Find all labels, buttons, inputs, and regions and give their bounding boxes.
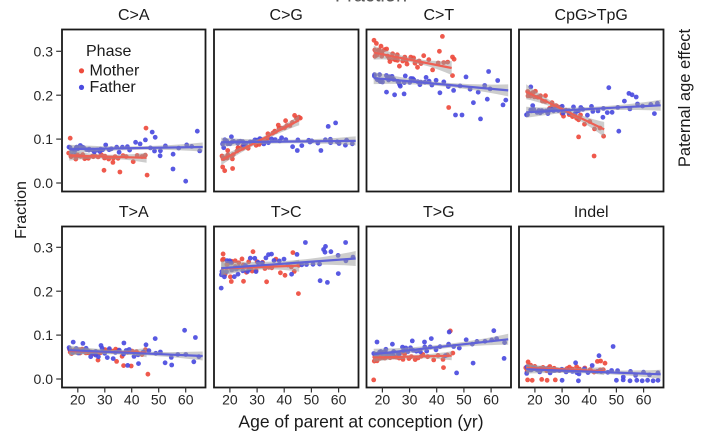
- svg-text:C>T: C>T: [423, 7, 454, 24]
- svg-text:30: 30: [402, 392, 418, 408]
- svg-text:0.1: 0.1: [34, 327, 54, 343]
- svg-text:20: 20: [222, 392, 238, 408]
- svg-text:20: 20: [375, 392, 391, 408]
- svg-text:0.1: 0.1: [34, 131, 54, 147]
- svg-text:CpG>TpG: CpG>TpG: [555, 7, 628, 24]
- svg-text:60: 60: [331, 392, 347, 408]
- svg-text:20: 20: [527, 392, 543, 408]
- svg-text:0.2: 0.2: [34, 283, 54, 299]
- svg-text:Indel: Indel: [574, 204, 609, 221]
- svg-text:50: 50: [304, 392, 320, 408]
- svg-text:30: 30: [554, 392, 570, 408]
- svg-text:30: 30: [97, 392, 113, 408]
- svg-text:Fraction: Fraction: [13, 181, 30, 239]
- svg-text:T>C: T>C: [271, 204, 302, 221]
- svg-text:40: 40: [276, 392, 292, 408]
- svg-text:Phase: Phase: [86, 43, 131, 60]
- svg-text:40: 40: [124, 392, 140, 408]
- svg-text:Father: Father: [90, 79, 137, 96]
- svg-text:50: 50: [456, 392, 472, 408]
- svg-text:C>A: C>A: [118, 7, 150, 24]
- svg-text:50: 50: [151, 392, 167, 408]
- svg-text:60: 60: [178, 392, 194, 408]
- svg-text:40: 40: [581, 392, 597, 408]
- svg-text:20: 20: [70, 392, 86, 408]
- svg-text:T>A: T>A: [119, 204, 149, 221]
- svg-text:60: 60: [636, 392, 652, 408]
- svg-text:60: 60: [483, 392, 499, 408]
- svg-text:Fraction: Fraction: [335, 0, 407, 7]
- svg-text:Paternal age effect: Paternal age effect: [676, 28, 694, 167]
- svg-text:0.3: 0.3: [34, 43, 54, 59]
- svg-text:0.0: 0.0: [34, 175, 54, 191]
- svg-text:0.2: 0.2: [34, 87, 54, 103]
- svg-text:40: 40: [429, 392, 445, 408]
- svg-text:Mother: Mother: [90, 63, 140, 80]
- svg-text:50: 50: [609, 392, 625, 408]
- svg-text:T>G: T>G: [423, 204, 455, 221]
- svg-text:0.3: 0.3: [34, 239, 54, 255]
- svg-text:C>G: C>G: [270, 7, 303, 24]
- svg-text:30: 30: [249, 392, 265, 408]
- svg-text:0.0: 0.0: [34, 371, 54, 387]
- svg-text:Age of parent at conception (y: Age of parent at conception (yr): [238, 412, 483, 432]
